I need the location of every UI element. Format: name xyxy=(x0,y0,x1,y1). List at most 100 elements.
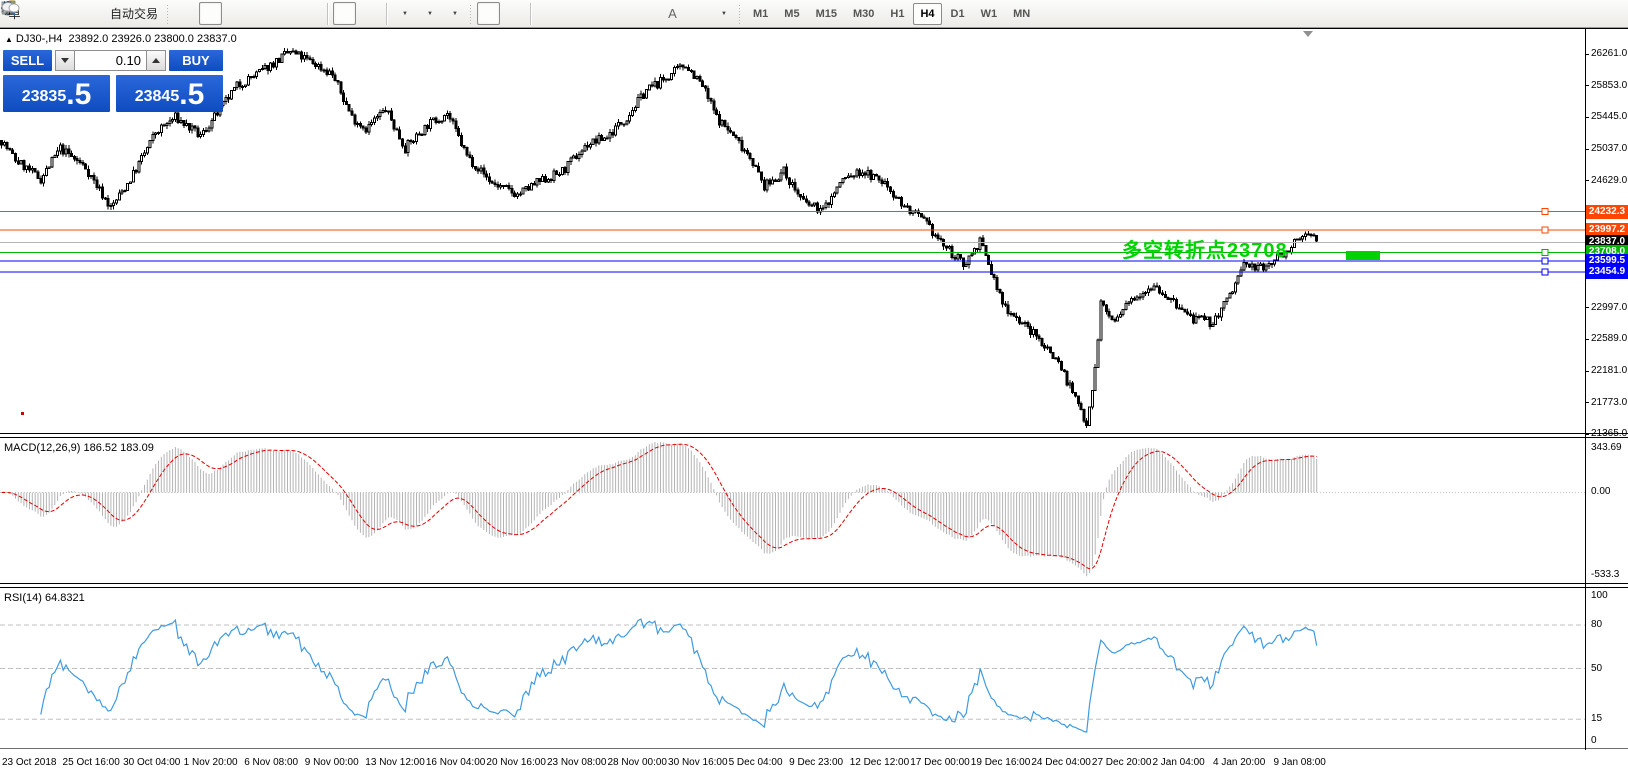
timeframe-button-h4[interactable]: H4 xyxy=(913,2,942,25)
line-handle[interactable] xyxy=(1541,248,1549,256)
price-line-label: 23997.2 xyxy=(1586,222,1628,237)
ohlc-values: 23892.0 23926.0 23800.0 23837.0 xyxy=(68,33,237,45)
line-handle[interactable] xyxy=(1541,268,1549,276)
toolbar-separator xyxy=(386,2,388,25)
rsi-tick-label: 80 xyxy=(1591,619,1603,630)
date-tick-label: 9 Dec 23:00 xyxy=(789,757,844,768)
toolbar-separator xyxy=(327,2,329,25)
date-tick-label: 19 Dec 16:00 xyxy=(970,757,1031,768)
price-tick-label: 25037.0 xyxy=(1591,143,1628,155)
lot-size-input[interactable]: 0.10 xyxy=(75,50,146,71)
candlestick-chart[interactable] xyxy=(0,29,1585,433)
chart-window-border xyxy=(0,28,1628,29)
line-handle[interactable] xyxy=(1541,226,1549,234)
chart-text-annotation[interactable]: 多空转折点23708 xyxy=(1122,240,1288,262)
chat-button[interactable] xyxy=(1,2,1625,25)
caret-down-icon: ▼ xyxy=(721,10,727,17)
text-label-tool-button[interactable]: T xyxy=(1,2,709,25)
panel-splitter[interactable] xyxy=(0,583,1628,588)
cursor-button[interactable] xyxy=(4,1,501,25)
timeframe-button-w1[interactable]: W1 xyxy=(980,7,998,20)
macd-panel[interactable] xyxy=(0,438,1628,583)
macd-min-label: -533.3 xyxy=(1591,569,1620,580)
chart-shift-button[interactable] xyxy=(1,2,381,25)
search-button[interactable] xyxy=(1,1,1600,25)
line-chart-button[interactable] xyxy=(1,2,247,25)
date-tick-label: 28 Nov 00:00 xyxy=(607,757,668,768)
lot-decrease-button[interactable] xyxy=(55,50,75,71)
line-handle[interactable] xyxy=(1541,257,1549,265)
object-anchor-dot xyxy=(21,412,24,415)
price-tick-label: 21365.0 xyxy=(1591,428,1628,440)
timeframe-button-m1[interactable]: M1 xyxy=(753,7,769,20)
rsi-tick-label: 100 xyxy=(1591,590,1608,601)
price-tick-label: 24629.0 xyxy=(1591,174,1628,186)
one-click-trading-panel: SELL 0.10 BUY 23835.5 23845.5 xyxy=(3,50,223,112)
buy-button[interactable]: BUY xyxy=(169,50,223,71)
line-handle[interactable] xyxy=(1541,208,1549,216)
zoom-out-button[interactable] xyxy=(2,2,297,25)
date-tick-label: 20 Nov 16:00 xyxy=(486,757,546,768)
gem-icon[interactable] xyxy=(1,1,51,25)
sell-price-button[interactable]: 23835.5 xyxy=(3,75,110,112)
chart-window[interactable]: 23 Oct 2018 25 Oct 16:00 30 Oct 04:00 1 Nov… xyxy=(0,29,1628,776)
price-line-label: 24232.3 xyxy=(1586,204,1628,219)
sell-button[interactable]: SELL xyxy=(3,50,52,71)
rsi-tick-label: 50 xyxy=(1591,662,1603,674)
tile-windows-button[interactable] xyxy=(2,2,322,25)
templates-dropdown[interactable]: ▼ xyxy=(1,2,465,25)
auto-trading-button[interactable]: 自动交易 xyxy=(1,0,162,25)
sell-price-frac: .5 xyxy=(66,78,92,111)
buy-price-button[interactable]: 23845.5 xyxy=(116,75,223,112)
timeframe-button-d1[interactable]: D1 xyxy=(950,7,965,20)
caret-down-icon: ▼ xyxy=(402,10,408,17)
fibonacci-tool-button[interactable]: F xyxy=(2,2,659,25)
timeframe-button-h1[interactable]: H1 xyxy=(890,7,905,20)
timeframe-button-mn[interactable]: MN xyxy=(1013,7,1031,20)
timeframe-button-m30[interactable]: M30 xyxy=(852,7,875,20)
bull-candles xyxy=(2,50,1307,427)
date-tick-label: 30 Oct 04:00 xyxy=(123,757,181,768)
caret-up-icon xyxy=(152,58,160,63)
buy-price-frac: .5 xyxy=(179,78,205,111)
hline-tool-button[interactable] xyxy=(2,2,584,25)
date-tick-label: 24 Dec 04:00 xyxy=(1031,757,1091,768)
signals-icon[interactable] xyxy=(1,1,101,25)
axis-tick-mark xyxy=(1585,338,1589,340)
toolbar-grip xyxy=(166,3,171,24)
channel-tool-button[interactable]: E xyxy=(1,1,634,25)
toolbar-grip xyxy=(738,3,743,24)
rsi-panel[interactable] xyxy=(0,588,1628,749)
lot-increase-button[interactable] xyxy=(146,50,166,71)
date-tick-label: 4 Jan 20:00 xyxy=(1213,757,1266,768)
main-price-panel[interactable] xyxy=(0,29,1628,433)
timeframe-button-m5[interactable]: M5 xyxy=(784,7,800,20)
timeframe-toolbar: M1 M5 M15 M30 H1 H4 D1 W1 MN xyxy=(745,2,1038,25)
candlestick-chart-button[interactable] xyxy=(1,2,223,25)
periods-dropdown[interactable]: ▼ xyxy=(1,1,440,25)
axis-tick-mark xyxy=(1585,85,1589,87)
bar-chart-button[interactable] xyxy=(1,2,197,25)
indicators-dropdown[interactable]: ▼ xyxy=(1,1,415,25)
trendline-tool-button[interactable] xyxy=(2,2,609,25)
profile-icon[interactable] xyxy=(3,1,76,25)
toolbar-separator xyxy=(530,2,532,25)
date-tick-label: 23 Oct 2018 xyxy=(2,757,57,768)
date-tick-label: 17 Dec 00:00 xyxy=(910,757,970,768)
text-tool-button[interactable]: A xyxy=(668,6,677,21)
zoom-in-button[interactable] xyxy=(2,2,272,25)
price-tick-label: 25853.0 xyxy=(1591,79,1628,91)
arrows-dropdown[interactable]: ▼ xyxy=(3,2,734,25)
price-line-label: 23454.9 xyxy=(1586,265,1628,280)
panel-splitter[interactable] xyxy=(0,433,1628,438)
macd-chart[interactable] xyxy=(0,438,1585,583)
chart-shift-marker[interactable] xyxy=(1303,31,1313,37)
timeframe-button-m15[interactable]: M15 xyxy=(815,7,837,20)
caret-down-icon: ▼ xyxy=(427,10,433,17)
vline-tool-button[interactable] xyxy=(7,2,559,25)
annotation-highlight-rect[interactable] xyxy=(1346,251,1380,260)
macd-signal-line xyxy=(1,443,1317,570)
crosshair-button[interactable] xyxy=(1,1,525,25)
auto-scroll-button[interactable] xyxy=(1,2,357,25)
rsi-chart[interactable] xyxy=(0,588,1585,749)
